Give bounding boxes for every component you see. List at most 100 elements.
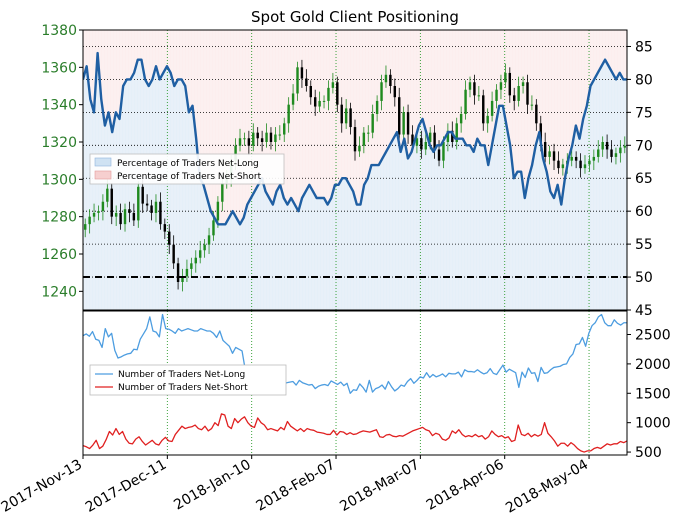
date-tick-label: 2018-Feb-07 [254, 457, 339, 515]
candle-body [574, 156, 578, 161]
candle-body [486, 115, 489, 124]
candle-body [601, 142, 604, 150]
price-tick-label: 1380 [41, 23, 77, 39]
candle-body [92, 212, 96, 217]
candle-body [163, 224, 167, 232]
candle-body [309, 86, 312, 98]
candle-body [428, 132, 432, 142]
candle-body [362, 132, 366, 146]
candle-body [367, 132, 370, 134]
date-tick-label: 2018-Mar-07 [337, 457, 422, 515]
candle-body [424, 142, 427, 150]
candle-body [243, 138, 246, 140]
legend-label-net-long: Percentage of Traders Net-Long [117, 159, 259, 169]
counts-legend: Number of Traders Net-Long Number of Trad… [89, 364, 287, 396]
candle-body [597, 149, 600, 157]
candle-body [561, 164, 565, 169]
percent-tick-label: 80 [635, 72, 653, 88]
chart-title: Spot Gold Client Positioning [251, 8, 459, 26]
legend-label-count-long: Number of Traders Net-Long [118, 370, 245, 380]
candle-body [482, 95, 485, 124]
candle-body [106, 188, 109, 202]
candle-body [437, 149, 441, 161]
candle-body [238, 138, 242, 146]
candle-body [181, 276, 184, 282]
candle-body [322, 100, 326, 102]
net-long-count-line [83, 313, 627, 394]
price-tick-label: 1300 [41, 172, 77, 188]
candle-body [291, 93, 295, 105]
candle-body [605, 142, 609, 150]
candle-body [185, 268, 189, 277]
candle-body [442, 142, 445, 161]
candle-body [371, 114, 374, 133]
candle-body [221, 183, 224, 202]
candle-body [252, 132, 255, 146]
candle-body [150, 205, 153, 213]
candle-body [300, 67, 304, 79]
candle-body [530, 104, 534, 106]
candle-body [508, 72, 512, 96]
candle-body [402, 112, 405, 135]
candle-body [384, 74, 388, 83]
candle-body [521, 82, 525, 86]
candle-body [132, 212, 136, 221]
candle-body [583, 164, 587, 169]
candle-body [212, 220, 215, 236]
candle-body [313, 97, 317, 107]
legend-box [89, 153, 285, 185]
candle-body [495, 89, 498, 101]
candle-body [592, 156, 596, 161]
date-tick-label: 2017-Dec-11 [83, 457, 169, 516]
counts-panel-frame [82, 310, 628, 456]
candle-body [336, 82, 339, 105]
candle-body [172, 244, 175, 264]
candle-body [159, 201, 162, 225]
date-tick-label: 2018-Apr-06 [424, 457, 507, 514]
price-tick-label: 1320 [41, 135, 77, 151]
candle-body [119, 212, 122, 225]
candle-body [393, 86, 397, 98]
candle-body [517, 86, 520, 101]
count-tick-label: 2500 [635, 328, 671, 344]
count-tick-label: 2000 [635, 357, 671, 373]
legend-box [89, 364, 287, 396]
price-tick-label: 1280 [41, 210, 77, 226]
candle-body [623, 145, 627, 148]
percent-tick-label: 85 [635, 39, 653, 55]
price-tick-label: 1260 [41, 247, 77, 263]
legend-swatch-net-short [94, 170, 112, 180]
candle-body [145, 203, 149, 206]
candle-body [234, 145, 237, 161]
candle-body [305, 78, 308, 86]
candle-body [433, 132, 436, 150]
candle-body [110, 188, 113, 217]
candle-body [464, 89, 467, 114]
candle-body [526, 82, 529, 105]
candle-body [415, 138, 419, 146]
candle-body [207, 235, 211, 245]
count-tick-label: 1000 [635, 416, 671, 432]
candle-body [411, 134, 414, 146]
candle-body [278, 134, 282, 136]
candle-body [504, 72, 507, 83]
candle-body [296, 67, 299, 94]
candle-body [619, 147, 622, 154]
candle-body [610, 149, 613, 157]
candle-body [490, 100, 494, 116]
percent-tick-label: 65 [635, 171, 653, 187]
candle-body [614, 153, 618, 157]
candle-body [340, 104, 343, 124]
candle-body [194, 257, 197, 264]
candle-body [344, 108, 348, 124]
candle-body [459, 114, 463, 124]
candle-body [588, 160, 591, 165]
percent-tick-label: 55 [635, 237, 653, 253]
candle-body [548, 151, 551, 157]
candle-body [535, 104, 538, 124]
percent-tick-label: 70 [635, 138, 653, 154]
candle-body [473, 82, 476, 96]
candle-body [420, 138, 423, 150]
price-tick-label: 1340 [41, 98, 77, 114]
